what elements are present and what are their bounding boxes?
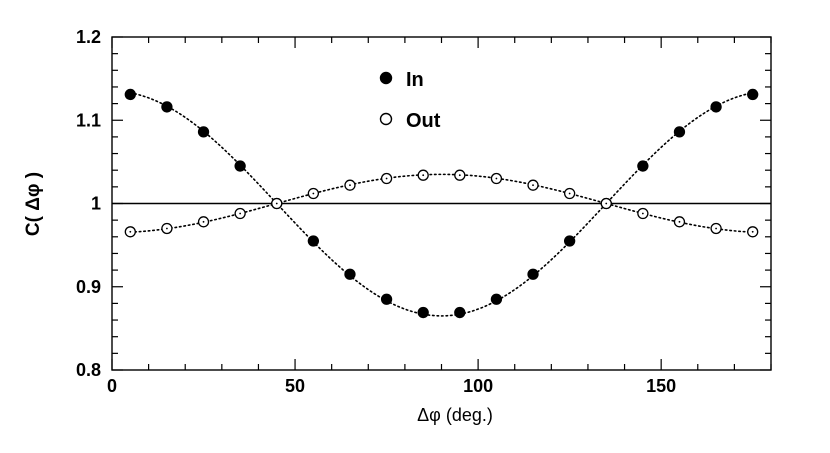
- data-point-center: [715, 227, 717, 230]
- data-point-center: [641, 212, 644, 215]
- data-point-center: [129, 230, 132, 233]
- legend-label-out: Out: [406, 110, 441, 132]
- data-point-center: [166, 227, 168, 230]
- x-axis-label: Δφ (deg.): [417, 405, 493, 425]
- data-point-in: [563, 235, 576, 247]
- data-point-in: [527, 268, 539, 280]
- data-point-center: [678, 220, 681, 223]
- y-tick-label: 1.2: [76, 27, 101, 47]
- legend: In Out: [379, 69, 441, 132]
- data-point-in: [161, 101, 173, 113]
- data-point-center: [751, 230, 754, 233]
- data-point-in: [710, 101, 722, 113]
- data-point-center: [385, 177, 388, 180]
- data-point-in: [490, 293, 503, 305]
- x-tick-label: 100: [463, 376, 493, 396]
- data-point-center: [458, 174, 461, 177]
- data-point-in: [673, 126, 686, 138]
- data-point-in: [637, 160, 649, 172]
- data-point-center: [202, 220, 205, 223]
- data-point-center: [239, 212, 242, 215]
- legend-marker-out: [379, 112, 393, 126]
- fit-curve-in: [129, 92, 754, 317]
- y-tick-label: 0.9: [76, 277, 101, 297]
- x-tick-label: 50: [285, 376, 305, 396]
- data-point-in: [747, 88, 759, 101]
- axes-layer: 0 50 100 150 0.8 0.9 1 1.1 1.2: [76, 27, 772, 396]
- data-point-center: [605, 202, 608, 205]
- data-point-in: [454, 306, 466, 319]
- y-axis-label: C( Δφ ): [23, 172, 44, 236]
- data-point-in: [344, 268, 356, 280]
- data-point-in: [380, 293, 393, 305]
- data-point-in: [124, 88, 136, 101]
- data-point-center: [532, 184, 534, 187]
- data-point-in: [417, 306, 429, 319]
- data-point-center: [349, 184, 351, 187]
- data-point-center: [312, 192, 315, 195]
- data-point-center: [422, 174, 425, 177]
- data-point-center: [495, 177, 498, 180]
- data-point-center: [275, 202, 278, 205]
- y-tick-label: 1.1: [76, 110, 101, 130]
- y-tick-label: 1: [91, 194, 101, 214]
- fit-curve-out: [129, 173, 754, 233]
- data-point-in: [197, 126, 210, 138]
- y-tick-label: 0.8: [76, 360, 101, 380]
- legend-marker-in: [379, 71, 393, 85]
- x-tick-label: 150: [646, 376, 676, 396]
- data-point-center: [568, 192, 571, 195]
- data-point-in: [234, 160, 246, 172]
- data-point-in: [307, 235, 320, 247]
- fit-curves: [129, 92, 754, 317]
- data-points: [124, 88, 759, 319]
- legend-label-in: In: [406, 69, 424, 91]
- x-tick-label: 0: [107, 376, 117, 396]
